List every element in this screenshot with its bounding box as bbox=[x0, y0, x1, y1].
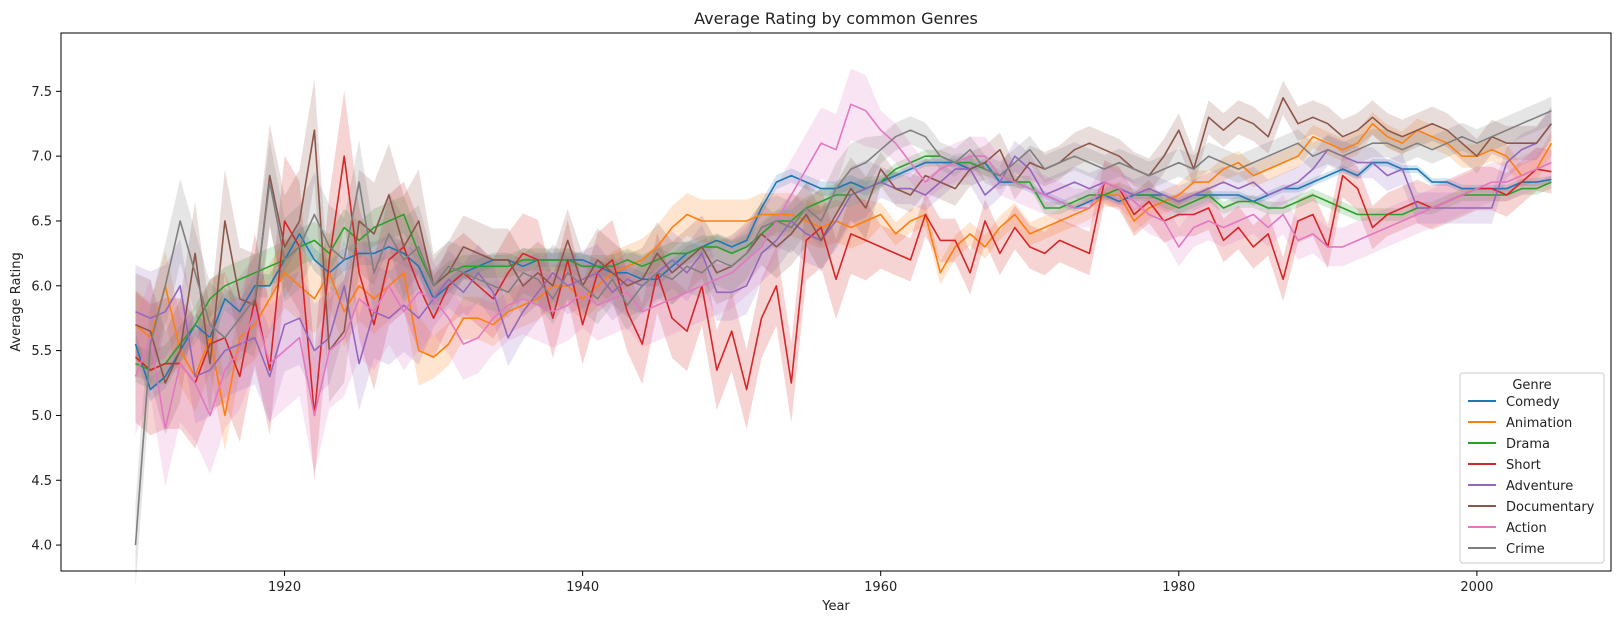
series-line-short bbox=[134, 155, 1552, 417]
chart-title: Average Rating by common Genres bbox=[694, 9, 978, 28]
band-documentary bbox=[135, 78, 1552, 435]
series-line-animation bbox=[134, 122, 1553, 417]
band-short bbox=[135, 90, 1552, 481]
series-line-documentary bbox=[135, 97, 1553, 384]
legend-entry: Adventure bbox=[1506, 479, 1573, 494]
series-lines bbox=[134, 97, 1553, 546]
x-axis-label: Year bbox=[821, 599, 850, 614]
y-tick-label: 5.0 bbox=[31, 409, 52, 424]
legend-entry: Animation bbox=[1506, 416, 1572, 431]
legend-items: Comedy Animation Drama Short Adventure Docume… bbox=[1468, 395, 1595, 557]
y-tick-label: 4.5 bbox=[31, 474, 52, 489]
series-line-adventure bbox=[135, 123, 1553, 378]
y-tick-label: 4.0 bbox=[31, 539, 52, 554]
series-line-action bbox=[134, 103, 1552, 430]
legend: Genre Comedy Animation Drama Short Adventure… bbox=[1459, 372, 1605, 564]
series-line-crime bbox=[134, 110, 1552, 546]
legend-title: Genre bbox=[1512, 378, 1551, 393]
x-axis-ticks: 1920 1940 1960 1980 2000 bbox=[268, 571, 1493, 595]
legend-entry: Documentary bbox=[1506, 500, 1595, 515]
legend-entry: Action bbox=[1506, 521, 1547, 536]
y-tick-label: 5.5 bbox=[31, 344, 52, 359]
x-tick-label: 1920 bbox=[268, 580, 301, 595]
y-tick-label: 7.5 bbox=[31, 85, 52, 100]
y-tick-label: 6.5 bbox=[31, 214, 52, 229]
plot-frame bbox=[60, 32, 1612, 572]
legend-entry: Comedy bbox=[1506, 395, 1560, 410]
band-action bbox=[135, 68, 1552, 487]
legend-entry: Drama bbox=[1506, 437, 1550, 452]
x-tick-label: 1980 bbox=[1162, 580, 1195, 595]
y-axis-ticks: 4.0 4.5 5.0 5.5 6.0 6.5 7.0 7.5 bbox=[31, 85, 61, 554]
y-axis-label: Average Rating bbox=[9, 252, 24, 351]
x-tick-label: 1960 bbox=[864, 580, 897, 595]
x-tick-label: 2000 bbox=[1460, 580, 1493, 595]
band-adventure bbox=[135, 108, 1552, 424]
series-line-drama bbox=[135, 155, 1552, 371]
x-tick-label: 1940 bbox=[566, 580, 599, 595]
legend-entry: Short bbox=[1506, 458, 1541, 473]
y-tick-label: 6.0 bbox=[31, 279, 52, 294]
y-tick-label: 7.0 bbox=[31, 150, 52, 165]
band-drama bbox=[135, 149, 1552, 389]
legend-entry: Crime bbox=[1506, 542, 1545, 557]
legend-box bbox=[1459, 372, 1605, 564]
